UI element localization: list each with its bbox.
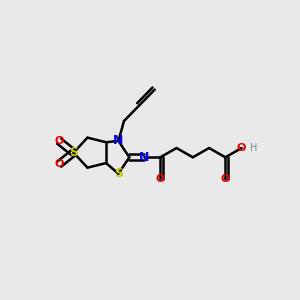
Text: H: H: [250, 143, 257, 153]
Text: O: O: [54, 159, 64, 169]
Text: O: O: [156, 173, 165, 184]
Text: O: O: [54, 136, 64, 146]
Text: S: S: [114, 167, 123, 180]
Text: O: O: [237, 143, 246, 153]
Text: O: O: [221, 173, 230, 184]
Text: N: N: [113, 134, 124, 147]
Text: S: S: [69, 146, 78, 159]
Text: N: N: [139, 151, 149, 164]
